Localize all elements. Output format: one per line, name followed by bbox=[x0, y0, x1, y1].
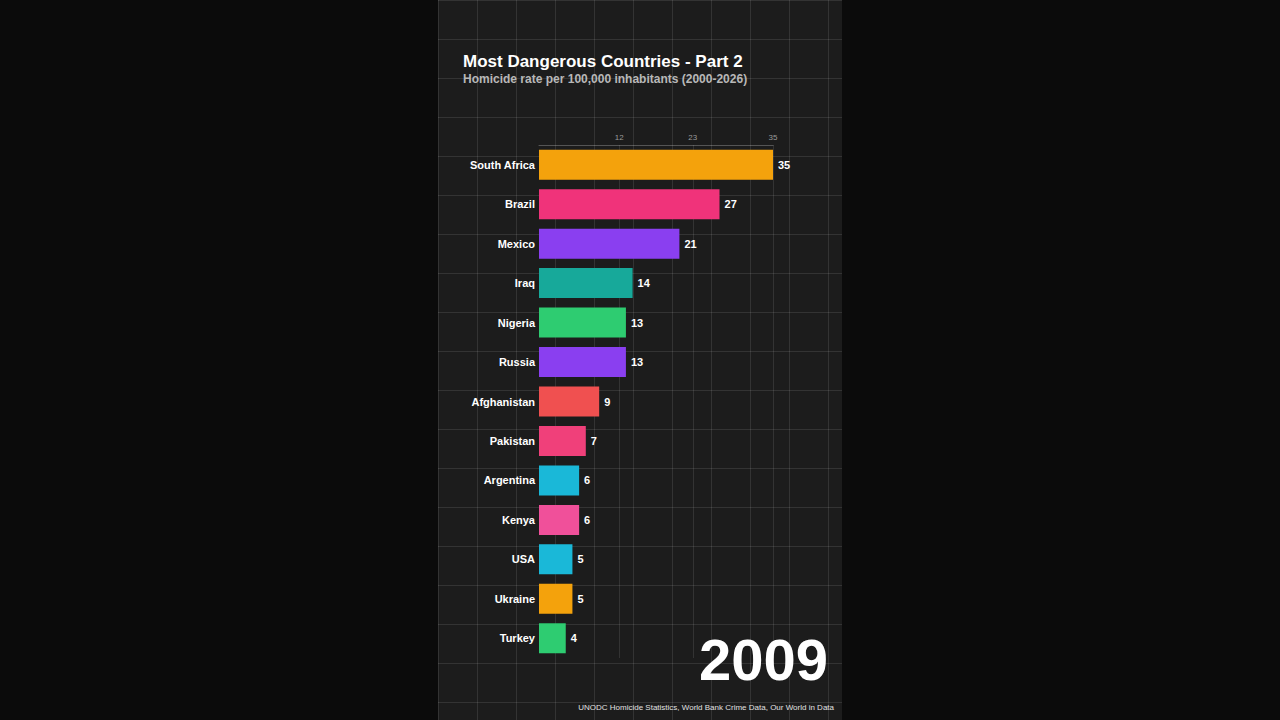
svg-text:5: 5 bbox=[577, 553, 583, 565]
svg-text:Ukraine: Ukraine bbox=[495, 593, 535, 605]
svg-text:6: 6 bbox=[584, 514, 590, 526]
svg-text:7: 7 bbox=[591, 435, 597, 447]
svg-text:Iraq: Iraq bbox=[515, 277, 535, 289]
svg-text:Pakistan: Pakistan bbox=[490, 435, 536, 447]
svg-text:27: 27 bbox=[725, 198, 737, 210]
svg-text:Kenya: Kenya bbox=[502, 514, 536, 526]
svg-text:Brazil: Brazil bbox=[505, 198, 535, 210]
svg-text:2009: 2009 bbox=[699, 627, 828, 692]
svg-text:UNODC Homicide Statistics, Wor: UNODC Homicide Statistics, World Bank Cr… bbox=[578, 703, 834, 712]
svg-text:14: 14 bbox=[638, 277, 651, 289]
svg-text:6: 6 bbox=[584, 474, 590, 486]
svg-text:Most Dangerous Countries - Par: Most Dangerous Countries - Part 2 bbox=[463, 52, 743, 71]
svg-text:9: 9 bbox=[604, 396, 610, 408]
svg-text:Mexico: Mexico bbox=[498, 238, 536, 250]
svg-text:South Africa: South Africa bbox=[470, 159, 536, 171]
svg-text:Turkey: Turkey bbox=[500, 632, 536, 644]
svg-text:Russia: Russia bbox=[499, 356, 536, 368]
svg-text:35: 35 bbox=[778, 159, 790, 171]
svg-text:5: 5 bbox=[577, 593, 583, 605]
svg-text:Afghanistan: Afghanistan bbox=[471, 396, 535, 408]
svg-text:13: 13 bbox=[631, 356, 643, 368]
svg-text:12: 12 bbox=[615, 133, 624, 142]
svg-text:35: 35 bbox=[769, 133, 778, 142]
svg-text:Argentina: Argentina bbox=[484, 474, 536, 486]
svg-text:Nigeria: Nigeria bbox=[498, 317, 536, 329]
svg-text:23: 23 bbox=[688, 133, 697, 142]
svg-text:21: 21 bbox=[684, 238, 696, 250]
svg-text:USA: USA bbox=[512, 553, 535, 565]
svg-text:13: 13 bbox=[631, 317, 643, 329]
svg-text:4: 4 bbox=[571, 632, 578, 644]
svg-text:Homicide rate per 100,000 inha: Homicide rate per 100,000 inhabitants (2… bbox=[463, 72, 747, 86]
